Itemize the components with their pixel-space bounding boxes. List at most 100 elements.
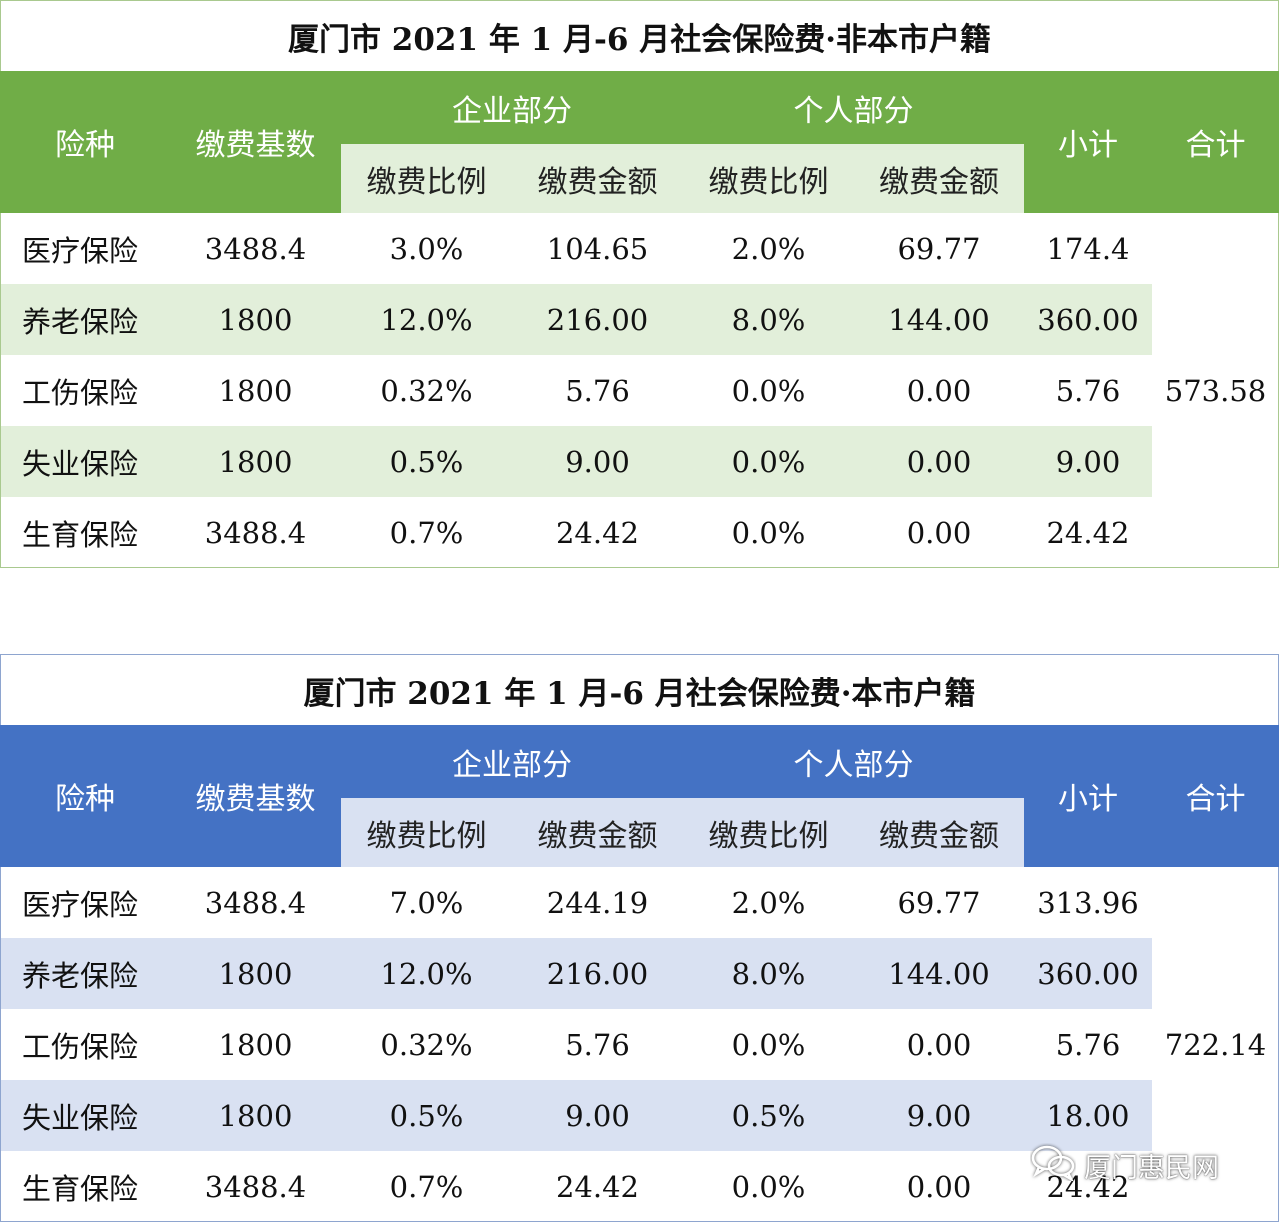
table-row xyxy=(0,1080,1152,1151)
cell-per-rate: 0.0% xyxy=(731,444,806,479)
cell-per-amount: 0.00 xyxy=(906,444,972,479)
cell-type: 工伤保险 xyxy=(22,375,139,410)
cell-base: 1800 xyxy=(218,302,293,337)
watermark-text: 厦门惠民网 xyxy=(1084,1152,1219,1184)
cell-base: 3488.4 xyxy=(204,885,307,920)
header-subtotal: 小计 xyxy=(1058,782,1118,817)
grand-total: 722.14 xyxy=(1164,1027,1267,1062)
cell-subtotal: 18.00 xyxy=(1046,1098,1130,1133)
cell-per-amount: 144.00 xyxy=(888,956,990,991)
cell-per-amount: 0.00 xyxy=(906,515,972,550)
cell-base: 1800 xyxy=(218,956,293,991)
cell-base: 3488.4 xyxy=(204,515,307,550)
cell-ent-amount: 5.76 xyxy=(565,373,630,408)
cell-ent-amount: 9.00 xyxy=(565,1098,630,1133)
cell-type: 生育保险 xyxy=(22,517,139,552)
table-row xyxy=(0,938,1152,1009)
cell-subtotal: 9.00 xyxy=(1055,444,1121,479)
header-type: 险种 xyxy=(55,128,115,163)
header-enterprise: 企业部分 xyxy=(452,93,572,129)
cell-type: 养老保险 xyxy=(22,304,139,339)
cell-type: 工伤保险 xyxy=(22,1029,139,1064)
cell-subtotal: 313.96 xyxy=(1037,885,1139,920)
table-side-border xyxy=(0,867,1,1222)
cell-ent-amount: 244.19 xyxy=(546,885,649,920)
table-title: 厦门市 2021 年 1 月-6 月社会保险费·本市户籍 xyxy=(0,654,1279,725)
cell-ent-rate: 0.32% xyxy=(380,373,473,408)
cell-ent-amount: 24.42 xyxy=(555,515,640,550)
cell-subtotal: 174.4 xyxy=(1046,231,1130,266)
cell-ent-amount: 216.00 xyxy=(546,302,649,337)
cell-base: 3488.4 xyxy=(204,231,307,266)
header-personal: 个人部分 xyxy=(793,747,914,783)
subheader-per-rate: 缴费比例 xyxy=(683,798,854,867)
cell-ent-rate: 0.7% xyxy=(389,1169,464,1204)
cell-per-amount: 0.00 xyxy=(906,1027,972,1062)
subheader-ent-rate: 缴费比例 xyxy=(341,144,512,213)
cell-type: 生育保险 xyxy=(22,1171,139,1206)
cell-ent-amount: 104.65 xyxy=(546,231,649,266)
cell-base: 1800 xyxy=(218,444,293,479)
watermark: 厦门惠民网 xyxy=(1030,1143,1219,1187)
cell-subtotal: 360.00 xyxy=(1037,302,1139,337)
cell-per-rate: 0.0% xyxy=(731,515,806,550)
subheader-per-rate: 缴费比例 xyxy=(683,144,854,213)
cell-per-amount: 69.77 xyxy=(897,231,981,266)
cell-per-rate: 0.5% xyxy=(731,1098,806,1133)
header-base: 缴费基数 xyxy=(195,782,316,817)
cell-base: 1800 xyxy=(218,373,293,408)
cell-ent-rate: 0.32% xyxy=(380,1027,473,1062)
cell-ent-rate: 7.0% xyxy=(389,885,464,920)
header-total: 合计 xyxy=(1185,128,1246,163)
cell-per-rate: 0.0% xyxy=(731,1169,806,1204)
header-enterprise: 企业部分 xyxy=(452,747,572,783)
cell-ent-amount: 24.42 xyxy=(555,1169,640,1204)
cell-ent-rate: 12.0% xyxy=(380,956,473,991)
cell-per-rate: 8.0% xyxy=(731,302,806,337)
cell-base: 3488.4 xyxy=(204,1169,307,1204)
cell-per-rate: 0.0% xyxy=(731,373,806,408)
cell-type: 医疗保险 xyxy=(22,233,139,268)
cell-per-rate: 8.0% xyxy=(731,956,806,991)
table-row xyxy=(0,426,1152,497)
cell-ent-rate: 12.0% xyxy=(380,302,473,337)
cell-per-amount: 0.00 xyxy=(906,1169,972,1204)
cell-subtotal: 360.00 xyxy=(1037,956,1139,991)
cell-per-amount: 69.77 xyxy=(897,885,981,920)
cell-type: 医疗保险 xyxy=(22,887,139,922)
subheader-per-amount: 缴费金额 xyxy=(854,798,1024,867)
table-side-border xyxy=(0,213,1,568)
cell-type: 养老保险 xyxy=(22,958,139,993)
cell-type: 失业保险 xyxy=(22,446,139,481)
table-title: 厦门市 2021 年 1 月-6 月社会保险费·非本市户籍 xyxy=(0,0,1279,71)
cell-per-amount: 0.00 xyxy=(906,373,972,408)
cell-ent-rate: 3.0% xyxy=(389,231,464,266)
header-type: 险种 xyxy=(55,782,115,817)
cell-per-rate: 0.0% xyxy=(731,1027,806,1062)
grand-total: 573.58 xyxy=(1164,373,1267,408)
header-personal: 个人部分 xyxy=(793,93,914,129)
subheader-per-amount: 缴费金额 xyxy=(854,144,1024,213)
subheader-ent-amount: 缴费金额 xyxy=(512,144,683,213)
wechat-icon xyxy=(1030,1143,1076,1188)
cell-ent-rate: 0.5% xyxy=(389,1098,464,1133)
header-base: 缴费基数 xyxy=(195,128,316,163)
cell-subtotal: 5.76 xyxy=(1055,1027,1121,1062)
cell-subtotal: 5.76 xyxy=(1055,373,1121,408)
cell-per-amount: 144.00 xyxy=(888,302,990,337)
cell-per-rate: 2.0% xyxy=(731,231,806,266)
subheader-ent-rate: 缴费比例 xyxy=(341,798,512,867)
cell-base: 1800 xyxy=(218,1098,293,1133)
cell-ent-rate: 0.7% xyxy=(389,515,464,550)
cell-per-rate: 2.0% xyxy=(731,885,806,920)
cell-subtotal: 24.42 xyxy=(1046,515,1130,550)
cell-per-amount: 9.00 xyxy=(906,1098,972,1133)
cell-type: 失业保险 xyxy=(22,1100,139,1135)
cell-ent-amount: 216.00 xyxy=(546,956,649,991)
table-row xyxy=(0,284,1152,355)
subheader-ent-amount: 缴费金额 xyxy=(512,798,683,867)
cell-ent-amount: 9.00 xyxy=(565,444,630,479)
cell-ent-rate: 0.5% xyxy=(389,444,464,479)
table-bottom-border xyxy=(0,567,1279,568)
header-total: 合计 xyxy=(1185,782,1246,817)
